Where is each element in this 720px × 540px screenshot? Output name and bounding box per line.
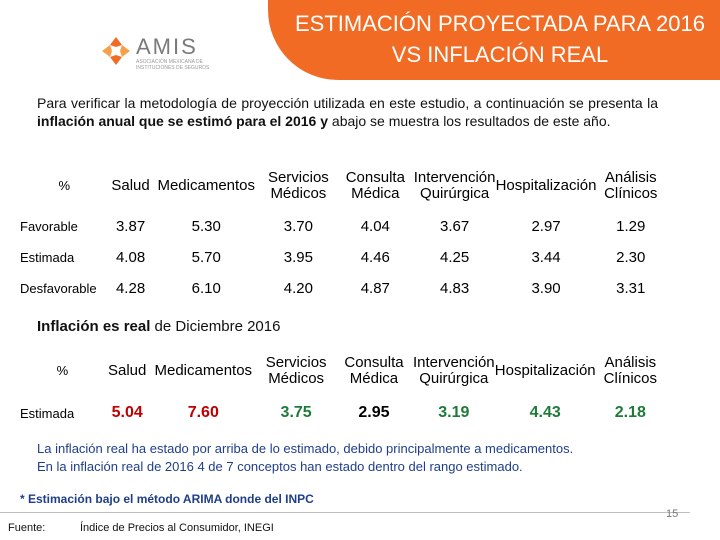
table-cell: 4.87 [360,279,390,297]
column-header: Intervención Quirúrgica [413,169,496,202]
column-header: Hospitalización [495,177,597,194]
footer-source: Índice de Precios al Consumidor, INEGI [80,522,274,534]
column-header: Análisis Clínicos [603,354,657,387]
column-header: Intervención Quirúrgica [412,354,495,387]
column-header: Servicios Médicos [267,169,329,202]
table-cell: 2.95 [358,404,390,421]
table-cell: 3.44 [531,248,561,266]
table-cell: 4.08 [115,248,146,266]
real-inflation-table: % Salud Medicamentos Servicios Médicos C… [20,346,665,430]
column-header: Análisis Clínicos [604,169,658,202]
table-cell: 4.28 [115,279,146,297]
table-cell: 2.18 [614,404,646,421]
table-cell: 5.30 [191,217,221,235]
title-line-2: VS INFLACIÓN REAL [391,42,609,67]
row-label: Estimada [20,249,75,265]
amis-logo: AMIS ASOCIACIÓN MEXICANA DE INSTITUCIONE… [100,33,220,73]
estimate-table: % Salud Medicamentos Servicios Médicos C… [20,162,665,304]
section-title: Inflación es real de Diciembre 2016 [37,318,280,335]
table-cell: 2.97 [531,217,561,235]
table-cell: 1.29 [616,217,646,235]
table-cell: 7.60 [187,404,219,421]
table-cell: 3.70 [283,217,313,235]
table-corner: % [58,178,70,193]
footer-label: Fuente: [8,522,46,534]
table-cell: 3.87 [115,217,146,235]
table-cell: 3.90 [531,279,561,297]
table-row: Desfavorable 4.28 6.10 4.20 4.87 4.83 3.… [20,272,665,304]
table-cell: 4.46 [360,248,390,266]
intro-bold: inflación anual que se estimó para el 20… [37,113,329,129]
section-title-bold: Inflación es real [37,318,151,335]
table-row: Estimada 4.08 5.70 3.95 4.46 4.25 3.44 2… [20,242,665,272]
title-line-1: ESTIMACIÓN PROYECTADA PARA 2016 [295,11,705,36]
conclusion-line-1: La inflación real ha estado por arriba d… [37,441,574,456]
intro-part-2: abajo se muestra los resultados de este … [328,113,611,129]
table-cell: 4.25 [440,248,470,266]
row-label: Desfavorable [20,280,97,296]
footer-divider [0,512,690,513]
table-cell: 3.75 [280,404,312,421]
intro-paragraph: Para verificar la metodología de proyecc… [37,94,658,130]
table-header-row: % Salud Medicamentos Servicios Médicos C… [20,346,665,396]
column-header: Salud [107,362,147,379]
table-corner: % [56,363,69,378]
column-header: Medicamentos [154,362,253,379]
page-number: 15 [666,508,679,520]
conclusion-text: La inflación real ha estado por arriba d… [37,440,677,476]
column-header: Consulta Médica [345,169,405,202]
amis-logo-icon [102,37,130,65]
logo-subtitle: ASOCIACIÓN MEXICANA DE INSTITUCIONES DE … [136,59,210,71]
page-title: ESTIMACIÓN PROYECTADA PARA 2016 VS INFLA… [290,8,710,70]
column-header: Consulta Médica [344,354,404,387]
row-label: Favorable [20,218,78,234]
table-cell: 4.43 [529,404,561,421]
table-cell: 5.70 [191,248,221,266]
table-cell: 2.30 [616,248,646,266]
table-cell: 5.04 [111,404,143,421]
table-cell: 3.19 [438,404,470,421]
table-cell: 3.67 [440,217,470,235]
header-banner [268,0,720,80]
logo-text: AMIS [136,34,198,59]
intro-part-1: Para verificar la metodología de proyecc… [37,95,658,111]
table-row: Estimada 5.04 7.60 3.75 2.95 3.19 4.43 2… [20,396,665,430]
column-header: Salud [111,177,150,194]
table-header-row: % Salud Medicamentos Servicios Médicos C… [20,162,665,210]
column-header: Hospitalización [494,362,596,379]
conclusion-line-2: En la inflación real de 2016 4 de 7 conc… [37,459,523,474]
table-cell: 3.95 [283,248,313,266]
table-row: Favorable 3.87 5.30 3.70 4.04 3.67 2.97 … [20,210,665,242]
row-label: Estimada [20,405,75,421]
section-title-rest: de Diciembre 2016 [150,318,281,335]
table-cell: 3.31 [616,279,646,297]
table-cell: 6.10 [191,279,221,297]
column-header: Servicios Médicos [265,354,327,387]
arima-note: * Estimación bajo el método ARIMA donde … [20,492,314,506]
table-cell: 4.83 [440,279,470,297]
table-cell: 4.20 [283,279,313,297]
table-cell: 4.04 [360,217,390,235]
column-header: Medicamentos [157,177,256,194]
